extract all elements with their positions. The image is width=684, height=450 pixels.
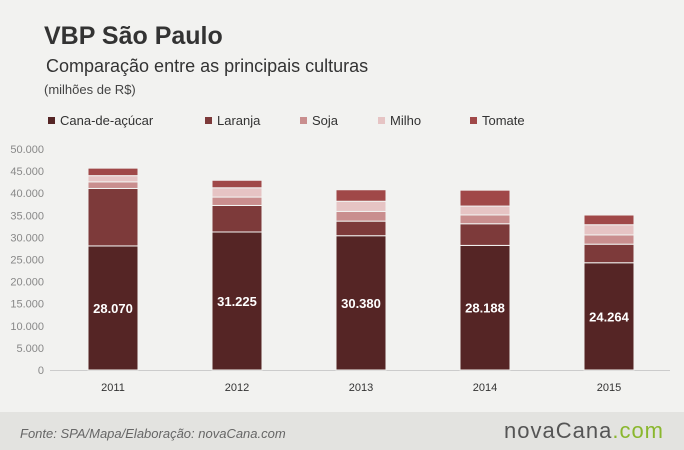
bar-segment-2014-0	[459, 244, 511, 371]
legend-label-4: Tomate	[482, 113, 525, 128]
bar-segment-2012-4	[211, 179, 263, 189]
legend-label-2: Soja	[312, 113, 339, 128]
x-tick-label-2012: 2012	[225, 382, 249, 394]
logo-dot: .	[612, 418, 620, 443]
bar-segment-2015-3	[583, 224, 635, 236]
data-label-2011: 28.070	[93, 301, 133, 316]
legend-swatch-0	[48, 117, 55, 124]
x-tick-label-2011: 2011	[101, 382, 125, 394]
bar-segment-2015-2	[583, 234, 635, 245]
data-label-2015: 24.264	[589, 309, 630, 324]
x-tick-label-2014: 2014	[473, 382, 497, 394]
bar-segment-2011-2	[87, 181, 139, 189]
chart-title: VBP São Paulo	[44, 22, 223, 50]
bar-segment-2015-1	[583, 243, 635, 264]
bar-segment-2013-1	[335, 220, 387, 237]
y-tick-label: 20.000	[10, 277, 44, 289]
data-label-2014: 28.188	[465, 301, 505, 316]
legend-swatch-3	[378, 117, 385, 124]
x-tick-label-2013: 2013	[349, 382, 373, 394]
y-tick-label: 25.000	[10, 255, 44, 267]
bar-segment-2014-1	[459, 223, 511, 246]
novacana-logo: novaCana.com	[504, 418, 664, 444]
chart-subtitle: Comparação entre as principais culturas	[46, 56, 369, 76]
bar-segment-2014-2	[459, 214, 511, 225]
stacked-bar-chart: Cana-de-açúcar Laranja Soja Milho Tomate 0 5.0…	[10, 113, 670, 394]
bar-segment-2013-4	[335, 189, 387, 202]
bar-segment-2013-2	[335, 210, 387, 222]
bar-segment-2012-2	[211, 196, 263, 206]
bar-segment-2012-1	[211, 204, 263, 233]
y-tick-label: 45.000	[10, 166, 44, 178]
y-tick-label: 15.000	[10, 299, 44, 311]
unit-label: (milhões de R$)	[44, 82, 136, 97]
legend-label-1: Laranja	[217, 113, 261, 128]
bar-segment-2013-0	[335, 235, 387, 371]
bar-segment-2013-3	[335, 200, 387, 212]
source-note: Fonte: SPA/Mapa/Elaboração: novaCana.com	[20, 426, 286, 441]
legend-label-0: Cana-de-açúcar	[60, 113, 154, 128]
bar-segment-2011-3	[87, 175, 139, 183]
bar-segment-2014-3	[459, 205, 511, 216]
bar-segment-2014-4	[459, 189, 511, 207]
bar-segment-2011-4	[87, 167, 139, 177]
y-tick-label: 5.000	[16, 343, 44, 355]
legend-swatch-2	[300, 117, 307, 124]
y-tick-label: 10.000	[10, 321, 44, 333]
bar-segment-2011-1	[87, 187, 139, 247]
data-label-2012: 31.225	[217, 294, 257, 309]
bar-segment-2015-4	[583, 214, 635, 226]
y-tick-label: 35.000	[10, 210, 44, 222]
y-tick-label: 30.000	[10, 232, 44, 244]
logo-com: com	[619, 418, 664, 443]
bar-segment-2015-0	[583, 262, 635, 371]
legend-label-3: Milho	[390, 113, 421, 128]
footer-bar: Fonte: SPA/Mapa/Elaboração: novaCana.com…	[0, 412, 684, 450]
x-tick-label-2015: 2015	[597, 382, 621, 394]
data-label-2013: 30.380	[341, 296, 381, 311]
logo-main: novaCana	[504, 418, 613, 443]
legend-swatch-1	[205, 117, 212, 124]
y-tick-label: 50.000	[10, 144, 44, 156]
y-tick-label: 40.000	[10, 188, 44, 200]
bar-segment-2012-0	[211, 231, 263, 371]
y-tick-label: 0	[38, 365, 44, 377]
bar-segment-2012-3	[211, 187, 263, 198]
legend-swatch-4	[470, 117, 477, 124]
